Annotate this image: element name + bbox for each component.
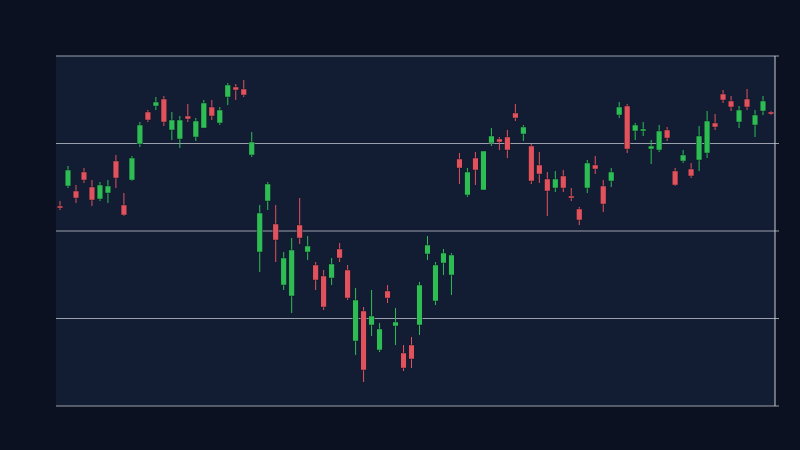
candle-body [392, 321, 399, 327]
candle-body [512, 112, 519, 119]
candle-body [536, 164, 543, 175]
candle-body [328, 263, 335, 279]
candle-body [400, 352, 407, 369]
candle-body [320, 275, 327, 308]
candle-body [232, 86, 239, 91]
candle-body [608, 171, 615, 182]
candle-body [640, 128, 647, 132]
candle-body [680, 154, 687, 162]
candle-body [136, 124, 143, 145]
candle-body [672, 170, 679, 186]
candle-body [296, 224, 303, 239]
candle-body [384, 290, 391, 299]
candle-body [552, 178, 559, 189]
candle-body [592, 164, 599, 170]
candle-body [448, 254, 455, 276]
candle-body [424, 244, 431, 255]
candle-body [720, 93, 727, 101]
candle-body [472, 157, 479, 171]
candle-body [632, 124, 639, 132]
candle-body [168, 119, 175, 131]
candle-body [432, 264, 439, 302]
candle-body [440, 252, 447, 264]
candle-body [200, 102, 207, 129]
candle-body [752, 114, 759, 126]
candle-body [80, 171, 87, 181]
candle-body [728, 100, 735, 108]
candle-body [352, 299, 359, 342]
candle-body [184, 115, 191, 120]
candle-body [736, 109, 743, 123]
candle-body [56, 205, 63, 209]
candle-body [264, 183, 271, 202]
candle-body [544, 178, 551, 192]
candle-body [648, 145, 655, 150]
candle-body [280, 257, 287, 286]
candle-body [360, 310, 367, 371]
candle-body [616, 106, 623, 116]
candle-body [504, 136, 511, 151]
candle-body [480, 150, 487, 191]
candle-body [584, 162, 591, 189]
candle-body [304, 245, 311, 253]
candle-body [192, 120, 199, 138]
candle-body [664, 129, 671, 139]
candle-body [176, 119, 183, 140]
candle-body [128, 157, 135, 181]
candle-body [104, 185, 111, 194]
candle-body [576, 208, 583, 221]
candle-body [256, 212, 263, 253]
candle-body [88, 186, 95, 201]
candle-body [712, 122, 719, 128]
candle-body [368, 315, 375, 326]
candle-body [272, 223, 279, 241]
candle-body [704, 120, 711, 154]
candle-body [144, 111, 151, 121]
candle-body [224, 84, 231, 98]
candle-body [688, 168, 695, 177]
candle-body [160, 98, 167, 123]
candle-body [72, 190, 79, 199]
candle-body [456, 158, 463, 169]
candle-body [760, 100, 767, 112]
candle-body [624, 105, 631, 150]
candle-body [528, 145, 535, 182]
candle-body [248, 141, 255, 156]
candle-body [96, 184, 103, 200]
candle-body [376, 328, 383, 351]
candle-body [112, 160, 119, 179]
candle-body [312, 264, 319, 281]
candle-body [216, 109, 223, 124]
candle-body [520, 126, 527, 135]
candle-body [496, 138, 503, 143]
candle-body [696, 135, 703, 161]
candle-body [568, 195, 575, 199]
candle-body [656, 130, 663, 151]
candle-body [152, 101, 159, 107]
candle-body [336, 248, 343, 259]
candle-body [408, 344, 415, 360]
candle-body [288, 249, 295, 297]
candle-body [488, 135, 495, 144]
candle-body [208, 106, 215, 117]
candle-body [600, 185, 607, 205]
candle-body [416, 284, 423, 326]
candle-body [240, 88, 247, 96]
candle-body [120, 204, 127, 216]
candle-body [464, 171, 471, 196]
candle-body [560, 175, 567, 189]
candle-body [768, 111, 775, 115]
candle-body [64, 169, 71, 187]
candle-body [744, 98, 751, 108]
candle-body [344, 269, 351, 299]
